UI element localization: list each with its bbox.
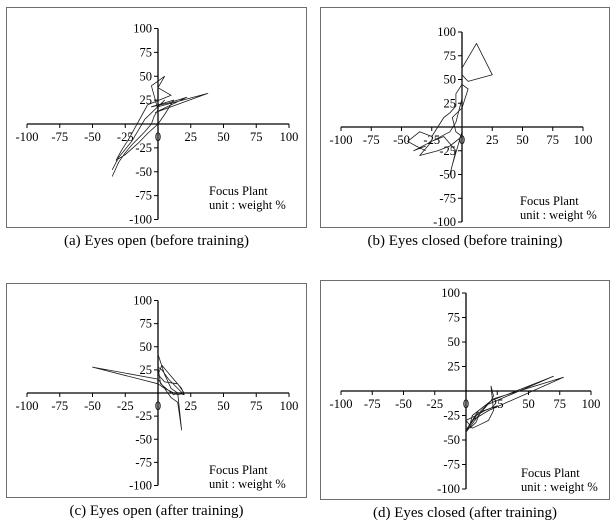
note-d-line1: Focus Plant [521,466,580,480]
y-tick-label: -75 [135,189,152,203]
plot-frame-b: -100 -75 -50 -25 0 25 50 75 100 100 75 50 25 -25 -50 -7… [320,7,610,229]
caption-d: (d) Eyes closed (after training) [372,505,558,521]
y-tick-label: -100 [129,213,152,227]
plot-a: -100 -75 -50 -25 0 25 50 75 100100755025-25-50-7… [16,22,299,227]
y-tick-label: 50 [444,73,457,87]
caption-b: (b) Eyes closed (before training) [367,233,563,249]
y-tick-label: 25 [448,360,461,374]
data-trace-0 [111,75,209,177]
y-tick-label: -75 [135,455,152,469]
data-trace-0 [465,375,564,433]
x-tick-label: 100 [280,399,299,413]
y-tick-label: -50 [135,432,152,446]
y-tick-label: -75 [439,191,456,205]
y-tick-label: 25 [140,93,153,107]
x-tick-label: 25 [185,130,198,144]
note-d-line2: unit : weight % [521,480,598,494]
plot-b: -100 -75 -50 -25 0 25 50 75 100100755025-25-50-7… [330,25,593,229]
x-tick-label: -100 [16,399,39,413]
x-tick-label: 25 [185,399,198,413]
x-tick-label: -50 [84,399,101,413]
x-tick-label: 25 [486,133,499,147]
note-b-line2: unit : weight % [520,208,597,222]
note-c-line1: Focus Plant [209,463,268,477]
x-tick-label: -25 [117,130,134,144]
x-tick-label: -50 [84,130,101,144]
x-tick-label: 0 [155,130,161,144]
x-tick-label: 75 [250,399,263,413]
plot-c: -100 -75 -50 -25 0 25 50 75 100100755025-25-50-7… [16,294,299,493]
note-b-line1: Focus Plant [520,194,579,208]
y-tick-label: 100 [437,25,456,39]
x-tick-label: 100 [574,133,593,147]
y-tick-label: -75 [443,458,460,472]
data-trace-0 [407,43,493,175]
plot-d: -100 -75 -50 -25 0 25 50 75 100100755025-25-50-7… [330,286,601,496]
x-tick-label: 50 [217,130,230,144]
x-tick-label: -75 [363,133,380,147]
y-tick-label: -50 [443,433,460,447]
y-tick-label: 75 [444,49,457,63]
y-tick-label: 25 [444,96,457,110]
note-d: Focus Plant unit : weight % [521,466,598,494]
x-tick-label: 100 [582,397,601,411]
x-tick-label: -50 [395,397,412,411]
x-tick-label: -25 [423,133,440,147]
x-tick-label: 50 [217,399,230,413]
x-tick-label: 75 [250,130,263,144]
y-tick-label: 75 [140,317,153,331]
y-tick-label: -50 [135,165,152,179]
x-tick-label: 0 [155,399,161,413]
y-tick-label: 75 [448,311,461,325]
x-tick-label: -75 [51,399,68,413]
y-tick-label: 50 [140,340,153,354]
x-tick-label: 50 [522,397,535,411]
y-tick-label: -25 [443,409,460,423]
caption-c: (c) Eyes open (after training) [69,503,244,519]
x-tick-label: -100 [330,133,353,147]
x-tick-label: 0 [459,133,465,147]
y-tick-label: -100 [433,215,456,229]
x-tick-label: -100 [16,130,39,144]
y-tick-label: 100 [133,294,152,308]
y-tick-label: 25 [140,363,153,377]
x-tick-label: -100 [330,397,353,411]
x-tick-label: 0 [463,397,469,411]
plot-frame-d: -100 -75 -50 -25 0 25 50 75 100 100 75 50 25 -25 -50 -7… [320,280,610,500]
x-tick-label: -25 [117,399,134,413]
x-tick-label: -75 [51,130,68,144]
y-tick-label: -100 [437,482,460,496]
y-tick-label: -25 [135,409,152,423]
note-c-line2: unit : weight % [209,477,286,491]
data-trace-0 [92,354,185,431]
x-tick-label: -50 [393,133,410,147]
x-tick-label: 100 [280,130,299,144]
caption-a: (a) Eyes open (before training) [64,233,249,249]
y-tick-label: -100 [129,479,152,493]
y-tick-label: 50 [448,335,461,349]
x-tick-label: 50 [516,133,529,147]
y-tick-label: 100 [441,286,460,300]
note-b: Focus Plant unit : weight % [520,194,597,222]
plot-frame-a: -100 -75 -50 -25 0 25 50 75 100 100 75 50 25 -25 -50 -7… [6,7,307,228]
note-a-line1: Focus Plant [209,184,268,198]
y-tick-label: -25 [135,141,152,155]
x-tick-label: 75 [547,133,560,147]
note-c: Focus Plant unit : weight % [209,463,286,491]
plot-frame-c: -100 -75 -50 -25 0 25 50 75 100 100 75 50 25 -25 -50 -7… [6,283,307,498]
note-a: Focus Plant unit : weight % [209,184,286,212]
y-tick-label: 100 [133,22,152,36]
x-tick-label: 75 [554,397,567,411]
y-tick-label: 50 [140,69,153,83]
x-tick-label: 25 [491,397,504,411]
y-tick-label: -25 [439,144,456,158]
y-tick-label: 75 [140,45,153,59]
y-tick-label: -50 [439,168,456,182]
note-a-line2: unit : weight % [209,198,286,212]
x-tick-label: -25 [426,397,443,411]
x-tick-label: -75 [364,397,381,411]
